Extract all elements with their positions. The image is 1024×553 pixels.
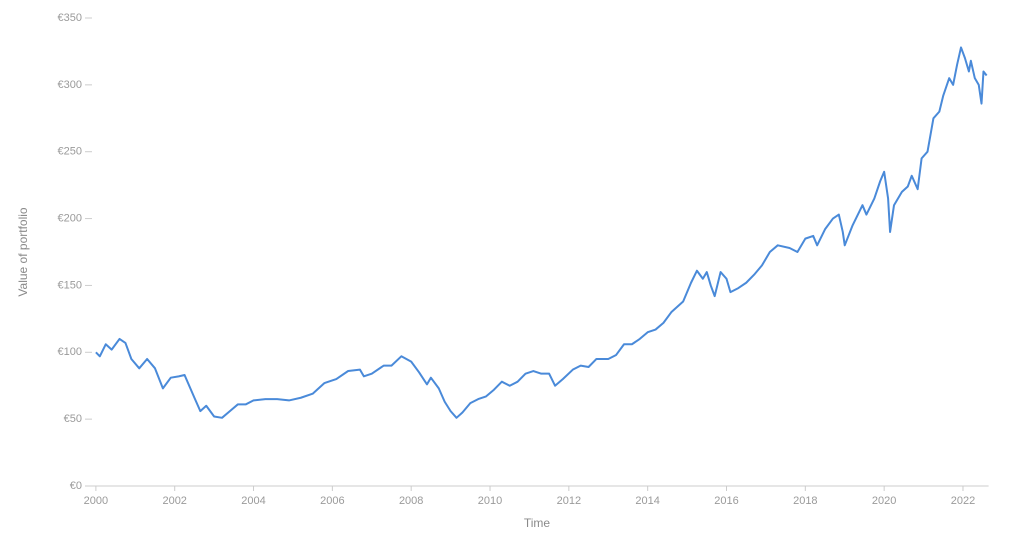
x-tick-label: 2008 — [399, 495, 423, 507]
x-tick-label: 2022 — [951, 495, 975, 507]
x-tick-label: 2020 — [872, 495, 896, 507]
x-tick-label: 2012 — [557, 495, 581, 507]
y-tick-label: €0 — [70, 480, 82, 492]
y-axis-title: Value of portfolio — [16, 207, 30, 296]
x-tick-label: 2000 — [84, 495, 108, 507]
y-tick-label: €50 — [64, 413, 82, 425]
y-tick-label: €150 — [58, 279, 82, 291]
x-tick-label: 2002 — [162, 495, 186, 507]
data-line — [95, 46, 988, 419]
y-tick-label: €300 — [58, 79, 82, 91]
y-tick-label: €350 — [58, 12, 82, 24]
x-tick-label: 2004 — [241, 495, 265, 507]
y-tick-label: €250 — [58, 146, 82, 158]
x-axis-title: Time — [524, 516, 551, 530]
y-tick-label: €200 — [58, 212, 82, 224]
x-tick-label: 2018 — [793, 495, 817, 507]
x-tick-label: 2006 — [320, 495, 344, 507]
y-tick-label: €100 — [58, 346, 82, 358]
x-tick-label: 2010 — [478, 495, 502, 507]
x-tick-label: 2014 — [635, 495, 659, 507]
x-tick-label: 2016 — [714, 495, 738, 507]
